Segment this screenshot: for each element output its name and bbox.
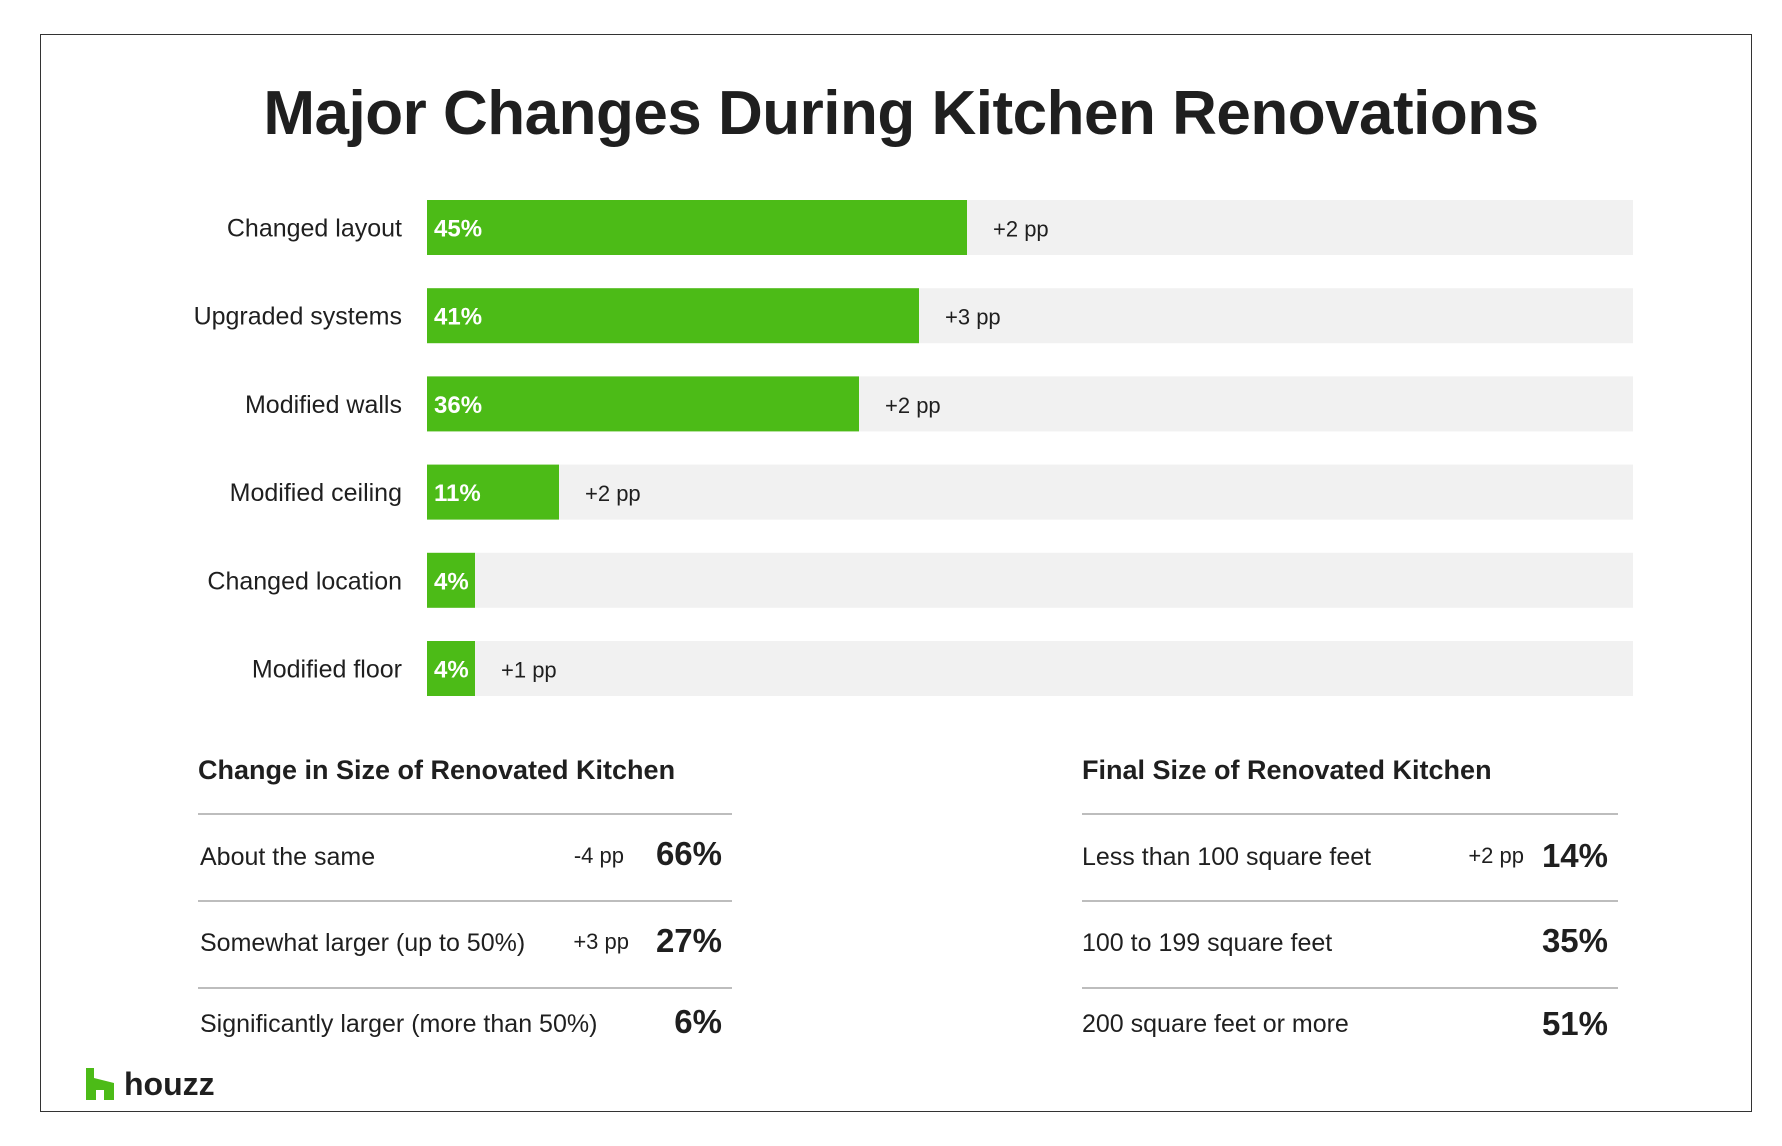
table-title: Final Size of Renovated Kitchen bbox=[1082, 755, 1492, 785]
category-label: Modified ceiling bbox=[230, 479, 402, 507]
table-row-value: 14% bbox=[1541, 837, 1608, 874]
bar bbox=[427, 464, 559, 520]
bar bbox=[427, 641, 475, 696]
bar bbox=[427, 288, 919, 344]
table-divider bbox=[1082, 987, 1618, 989]
table-title: Change in Size of Renovated Kitchen bbox=[198, 755, 676, 785]
table-row-change: +3 pp bbox=[573, 929, 629, 954]
bar-track bbox=[427, 641, 1633, 696]
table-divider bbox=[1082, 900, 1618, 902]
bar-value-label: 11% bbox=[434, 480, 481, 507]
table-row-value: 27% bbox=[655, 922, 722, 959]
bar-value-label: 45% bbox=[434, 216, 482, 243]
bar bbox=[427, 200, 967, 255]
table-row-label: Significantly larger (more than 50%) bbox=[200, 1010, 598, 1038]
bar-value-label: 4% bbox=[434, 568, 469, 595]
houzz-logo-icon bbox=[86, 1068, 114, 1100]
category-label: Upgraded systems bbox=[194, 303, 402, 331]
table-row-value: 66% bbox=[655, 835, 722, 872]
bar bbox=[427, 552, 475, 608]
bar-track bbox=[427, 552, 1633, 608]
table-divider bbox=[198, 900, 732, 902]
bar-chart: Changed layout 45% +2 pp Upgraded systems 41… bbox=[194, 200, 1633, 696]
category-label: Modified walls bbox=[245, 391, 402, 419]
table-row-value: 6% bbox=[674, 1003, 722, 1040]
table-row-label: Less than 100 square feet bbox=[1082, 843, 1372, 871]
bar-change-label: +3 pp bbox=[945, 305, 1001, 330]
table-row-value: 35% bbox=[1541, 922, 1608, 959]
final-size-table: Final Size of Renovated Kitchen Less tha… bbox=[1082, 755, 1618, 1055]
table-row-label: Somewhat larger (up to 50%) bbox=[200, 929, 526, 957]
bar-value-label: 41% bbox=[434, 304, 482, 331]
bar-value-label: 4% bbox=[434, 657, 469, 684]
table-row-label: 100 to 199 square feet bbox=[1082, 929, 1333, 957]
bar-change-label: +2 pp bbox=[885, 393, 941, 418]
table-divider bbox=[198, 813, 732, 815]
bar-change-label: +1 pp bbox=[501, 658, 557, 683]
table-row-label: About the same bbox=[200, 843, 376, 871]
bar-value-label: 36% bbox=[434, 392, 482, 419]
table-row-value: 51% bbox=[1541, 1005, 1608, 1042]
bar-change-label: +2 pp bbox=[993, 217, 1049, 242]
table-row-change: -4 pp bbox=[573, 843, 624, 868]
change-in-size-table: Change in Size of Renovated Kitchen Abou… bbox=[198, 755, 732, 1055]
bar-track bbox=[427, 464, 1633, 520]
table-divider bbox=[198, 987, 732, 989]
category-label: Changed location bbox=[207, 567, 402, 595]
table-divider bbox=[1082, 813, 1618, 815]
table-row-label: 200 square feet or more bbox=[1082, 1010, 1349, 1038]
table-row-change: +2 pp bbox=[1468, 843, 1524, 868]
bar-change-label: +2 pp bbox=[585, 481, 641, 506]
category-label: Changed layout bbox=[227, 215, 402, 243]
chart-title: Major Changes During Kitchen Renovations bbox=[263, 79, 1539, 148]
bar bbox=[427, 376, 859, 432]
category-label: Modified floor bbox=[252, 656, 402, 684]
houzz-logo-text: houzz bbox=[124, 1066, 215, 1102]
